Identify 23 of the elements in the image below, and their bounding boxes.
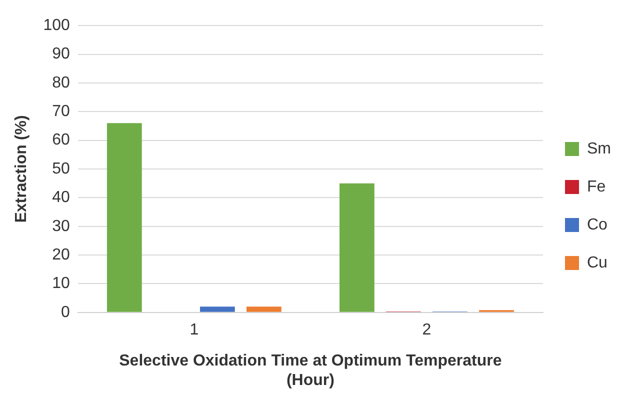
bar [246, 306, 282, 312]
y-tick-label: 10 [52, 275, 70, 292]
bar [200, 306, 235, 312]
y-tick-label: 0 [60, 304, 70, 321]
legend-label: Sm [587, 140, 611, 158]
x-axis-title: Selective Oxidation Time at Optimum Temperature (Hour) [119, 352, 502, 389]
y-tick-label: 80 [52, 74, 70, 92]
y-tick-label: 30 [52, 218, 70, 235]
y-tick-label: 90 [52, 46, 70, 63]
x-tick-label: 1 [190, 321, 199, 338]
y-tick-label: 70 [52, 103, 70, 120]
bar [106, 123, 142, 312]
y-tick-label: 60 [52, 132, 70, 149]
bar [340, 183, 374, 312]
y-tick-label: 50 [52, 160, 70, 178]
legend-label: Co [587, 216, 608, 234]
legend-label: Cu [587, 254, 608, 272]
y-tick-label: 100 [43, 17, 70, 34]
y-tick-label: 20 [52, 246, 70, 264]
x-tick-label: 2 [422, 321, 432, 338]
y-axis-title: Extraction (%) [13, 115, 30, 223]
legend-label: Fe [587, 178, 606, 196]
y-tick-label: 40 [52, 189, 70, 206]
